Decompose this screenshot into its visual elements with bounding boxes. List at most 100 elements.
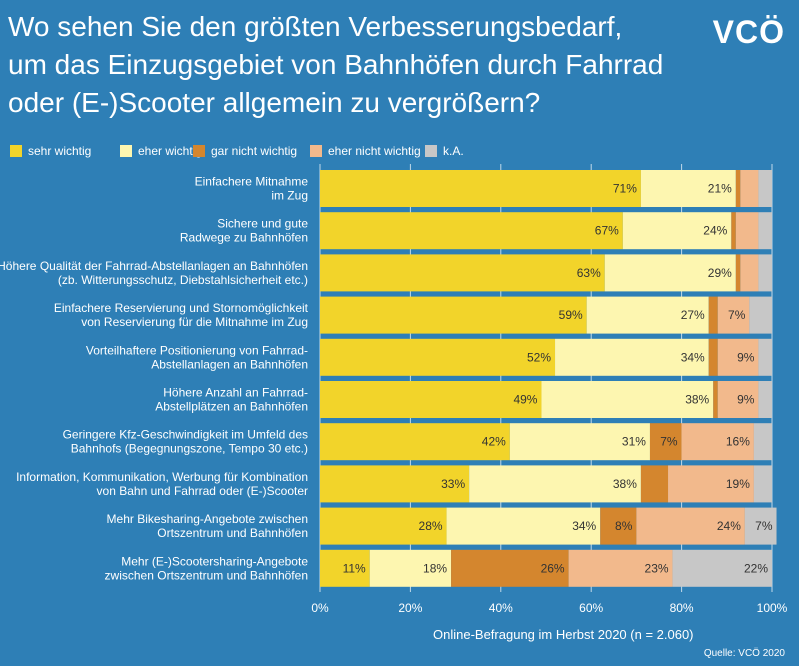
bar-r7-s4	[753, 465, 772, 503]
data-label-r6-s3: 16%	[726, 435, 750, 449]
data-label-r2-s0: 63%	[577, 266, 601, 280]
legend-label-3: eher nicht wichtig	[328, 144, 421, 158]
bar-r7-s2	[640, 465, 669, 503]
data-label-r1-s0: 67%	[595, 224, 619, 238]
category-label-4-line-1: Abstellanlagen an Bahnhöfen	[151, 357, 308, 371]
x-tick-label-5: 100%	[757, 601, 788, 615]
category-label-1-line-0: Sichere und gute	[217, 217, 308, 231]
bar-r4-s1	[555, 338, 709, 376]
category-label-9-line-0: Mehr (E-)Scootersharing-Angebote	[121, 554, 308, 568]
bar-r5-s0	[320, 381, 542, 418]
bar-r0-s4	[758, 170, 772, 207]
data-label-r6-s1: 31%	[622, 435, 646, 449]
data-label-r5-s0: 49%	[513, 393, 537, 407]
legend-label-4: k.A.	[443, 144, 464, 158]
bar-r6-s0	[320, 423, 510, 461]
bar-r1-s4	[758, 212, 772, 250]
data-label-r9-s1: 18%	[423, 561, 447, 575]
category-label-8-line-0: Mehr Bikesharing-Angebote zwischen	[107, 512, 308, 526]
data-label-r0-s0: 71%	[613, 182, 637, 196]
legend-label-1: eher wichtig	[138, 144, 203, 158]
data-label-r6-s2: 7%	[660, 435, 678, 449]
bar-r3-s4	[749, 296, 772, 334]
bar-r8-s2	[600, 507, 637, 545]
category-label-0-line-0: Einfachere Mitnahme	[195, 175, 309, 189]
x-tick-label-1: 20%	[398, 601, 422, 615]
category-label-6-line-0: Geringere Kfz-Geschwindigkeit im Umfeld …	[63, 428, 308, 442]
bar-r5-s3	[717, 381, 759, 418]
bar-r3-s3	[717, 296, 750, 334]
data-label-r9-s0: 11%	[343, 561, 366, 575]
vco-logo: VCÖ	[712, 14, 785, 50]
data-label-r7-s1: 38%	[613, 477, 637, 491]
category-label-2-line-1: (zb. Witterungsschutz, Diebstahlsicherhe…	[58, 273, 308, 287]
bar-r2-s1	[604, 254, 736, 292]
x-tick-label-3: 60%	[579, 601, 603, 615]
data-label-r3-s0: 59%	[559, 308, 583, 322]
bar-r9-s2	[451, 549, 569, 587]
data-label-r3-s3: 7%	[728, 308, 746, 322]
bar-r0-s2	[735, 170, 741, 207]
bar-r9-s4	[672, 549, 772, 587]
category-label-6-line-1: Bahnhofs (Begegnungszone, Tempo 30 etc.)	[71, 442, 308, 456]
data-label-r4-s1: 34%	[681, 350, 705, 364]
bar-r5-s1	[541, 381, 714, 418]
bar-r3-s1	[586, 296, 709, 334]
bar-r0-s1	[640, 170, 736, 207]
x-tick-label-2: 40%	[489, 601, 513, 615]
bar-r6-s1	[509, 423, 650, 461]
bar-r8-s1	[446, 507, 601, 545]
bar-r3-s2	[708, 296, 718, 334]
survey-note: Online-Befragung im Herbst 2020 (n = 2.0…	[433, 627, 694, 642]
bar-r5-s2	[713, 381, 718, 418]
category-label-8-line-1: Ortszentrum und Bahnhöfen	[157, 526, 308, 540]
category-label-1-line-1: Radwege zu Bahnhöfen	[180, 231, 308, 245]
data-label-r5-s3: 9%	[737, 393, 755, 407]
category-label-7-line-1: von Bahn und Fahrrad oder (E-)Scooter	[97, 484, 308, 498]
bar-r4-s4	[758, 338, 772, 376]
data-label-r8-s2: 8%	[615, 519, 633, 533]
bar-r9-s1	[369, 549, 452, 587]
category-label-2-line-0: Höhere Qualität der Fahrrad-Abstellanlag…	[0, 259, 308, 273]
bar-r4-s0	[320, 338, 556, 376]
legend-label-0: sehr wichtig	[28, 144, 92, 158]
category-label-9-line-1: zwischen Ortszentrum und Bahnhöfen	[105, 568, 308, 582]
bar-r1-s3	[735, 212, 759, 250]
data-label-r9-s3: 23%	[645, 561, 669, 575]
bar-r0-s0	[320, 170, 641, 207]
bar-r1-s1	[622, 212, 732, 250]
bar-r7-s1	[469, 465, 641, 503]
data-label-r8-s3: 24%	[717, 519, 741, 533]
category-label-4-line-0: Vorteilhaftere Positionierung von Fahrra…	[86, 343, 308, 357]
data-label-r4-s3: 9%	[737, 350, 755, 364]
bar-r4-s3	[717, 338, 759, 376]
category-label-3-line-1: von Reservierung für die Mitnahme im Zug	[81, 315, 308, 329]
legend-swatch-4	[425, 145, 437, 157]
legend-label-2: gar nicht wichtig	[211, 144, 298, 158]
data-label-r2-s1: 29%	[708, 266, 732, 280]
source-note: Quelle: VCÖ 2020	[703, 648, 785, 659]
bar-r7-s3	[668, 465, 754, 503]
x-tick-label-0: 0%	[311, 601, 329, 615]
legend-swatch-0	[10, 145, 22, 157]
bar-r3-s0	[320, 296, 587, 334]
bar-r0-s3	[740, 170, 759, 207]
category-label-7-line-0: Information, Kommunikation, Werbung für …	[16, 470, 308, 484]
bar-r9-s3	[568, 549, 673, 587]
data-label-r7-s0: 33%	[441, 477, 465, 491]
category-label-0-line-1: im Zug	[271, 189, 308, 203]
bar-r6-s3	[681, 423, 754, 461]
legend-swatch-1	[120, 145, 132, 157]
data-label-r8-s1: 34%	[572, 519, 596, 533]
bar-r1-s2	[731, 212, 736, 250]
data-label-r0-s1: 21%	[708, 182, 732, 196]
bar-r8-s4	[744, 507, 777, 545]
bar-r2-s3	[740, 254, 759, 292]
bar-r5-s4	[758, 381, 772, 418]
legend-swatch-3	[310, 145, 322, 157]
x-tick-label-4: 80%	[670, 601, 694, 615]
chart-title: Wo sehen Sie den größten Verbesserungsbe…	[8, 11, 664, 118]
bar-r9-s0	[320, 549, 370, 587]
